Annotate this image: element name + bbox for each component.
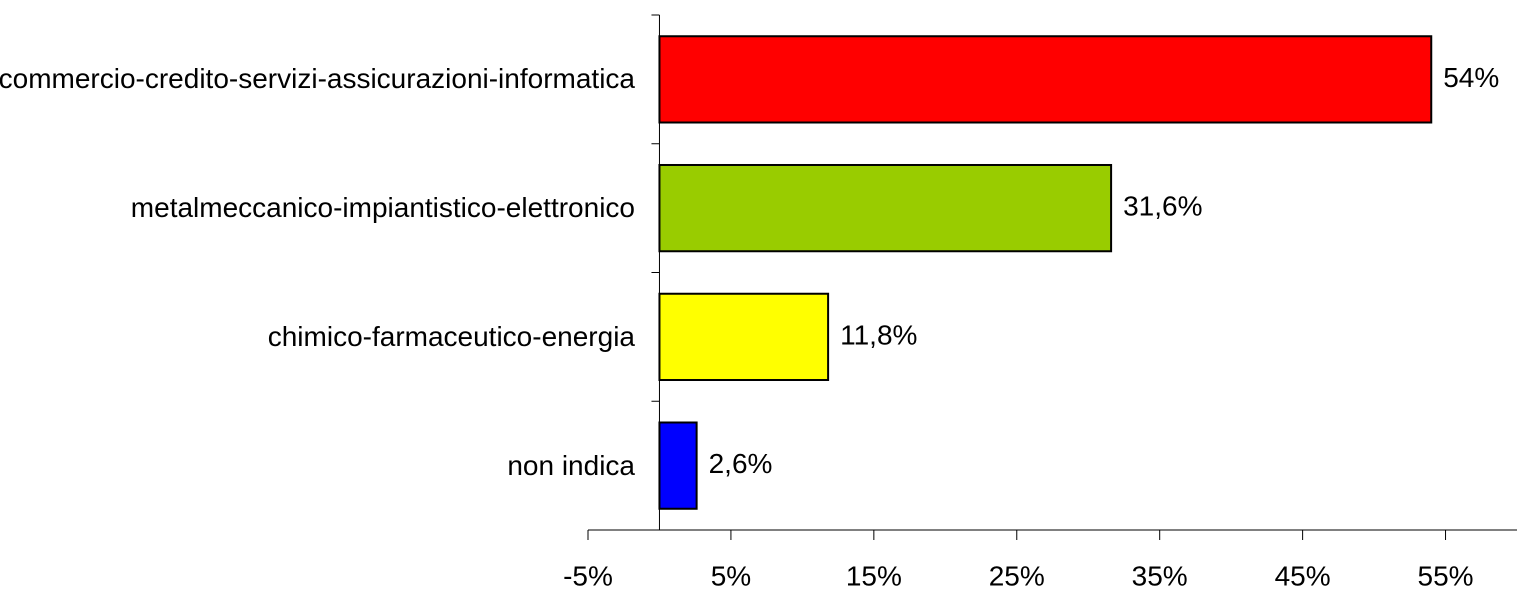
bar — [658, 163, 1113, 253]
x-tick-label: 5% — [711, 560, 751, 590]
value-label: 31,6% — [1123, 191, 1202, 222]
x-tick-label: 25% — [989, 560, 1045, 590]
x-tick-label: 35% — [1132, 560, 1188, 590]
category-label: chimico-farmaceutico-energia — [267, 320, 635, 352]
bar — [658, 421, 698, 510]
bar — [658, 292, 830, 382]
x-tick-label: -5% — [563, 560, 613, 590]
value-label: 11,8% — [840, 319, 917, 350]
category-label: metalmeccanico-impiantistico-elettronico — [130, 192, 635, 224]
x-tick-label: 45% — [1275, 560, 1331, 590]
x-tick-label: 15% — [846, 560, 902, 590]
x-tick-label: 55% — [1418, 560, 1474, 590]
value-label: 54% — [1443, 62, 1499, 93]
category-label: non indica — [507, 449, 635, 481]
category-label: commercio-credito-servizi-assicurazioni-… — [0, 63, 635, 95]
value-label: 2,6% — [709, 448, 773, 479]
bar — [658, 35, 1433, 124]
